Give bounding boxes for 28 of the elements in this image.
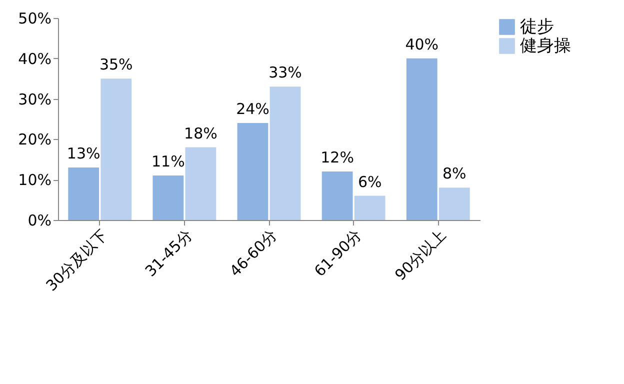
y-tick-label: 10%: [18, 171, 52, 190]
bar: [322, 172, 353, 220]
bar: [438, 188, 470, 220]
data-label: 11%: [151, 152, 185, 171]
y-tick-label: 50%: [18, 10, 52, 28]
bar: [100, 78, 132, 220]
data-label: 13%: [66, 144, 100, 162]
bar: [406, 58, 438, 220]
bar: [152, 176, 184, 220]
data-label: 8%: [442, 164, 466, 183]
data-label: 12%: [320, 148, 354, 167]
bar: [185, 147, 216, 220]
data-label: 33%: [268, 64, 302, 82]
bar: [68, 167, 100, 220]
y-tick-label: 30%: [18, 90, 52, 108]
data-label: 35%: [99, 56, 133, 74]
bar: [237, 123, 268, 220]
legend-label: 徒步: [520, 17, 554, 37]
data-label: 18%: [184, 124, 218, 142]
data-label: 24%: [236, 100, 270, 118]
legend-label: 健身操: [520, 36, 571, 56]
y-tick-label: 40%: [18, 50, 52, 68]
x-tick-label: 90分以上: [391, 226, 450, 284]
data-label: 6%: [358, 172, 382, 191]
y-tick-label: 20%: [18, 130, 52, 149]
bar: [354, 196, 386, 220]
bar: [270, 86, 301, 220]
data-label: 40%: [405, 35, 439, 54]
